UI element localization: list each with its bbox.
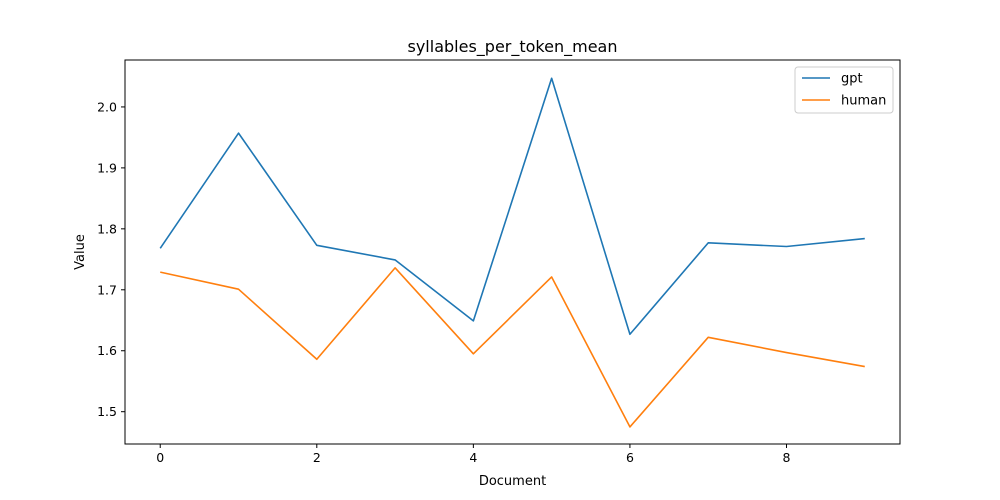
legend-label-human: human bbox=[841, 94, 886, 109]
x-tick-label: 2 bbox=[313, 450, 321, 465]
legend-label-gpt: gpt bbox=[841, 72, 863, 87]
y-axis-label: Value bbox=[73, 234, 88, 270]
series-layer bbox=[159, 77, 865, 428]
y-tick-label: 2.0 bbox=[97, 99, 117, 114]
series-line-gpt bbox=[159, 77, 865, 336]
plot-area bbox=[124, 59, 901, 445]
y-tick-label: 1.8 bbox=[97, 221, 117, 236]
x-tick-label: 0 bbox=[156, 450, 164, 465]
x-axis-label: Document bbox=[479, 474, 546, 489]
series-line-human bbox=[160, 267, 865, 428]
legend: gpt human bbox=[794, 66, 894, 114]
plot-frame bbox=[124, 59, 901, 445]
y-tick-label: 1.7 bbox=[97, 282, 117, 297]
x-axis-ticks: 0 2 4 6 8 bbox=[156, 444, 791, 465]
y-axis-ticks: 1.5 1.6 1.7 1.8 1.9 2.0 bbox=[97, 99, 125, 419]
legend-items: gpt human bbox=[802, 72, 886, 109]
chart-title: syllables_per_token_mean bbox=[408, 37, 618, 57]
y-tick-label: 1.5 bbox=[97, 404, 117, 419]
y-tick-label: 1.9 bbox=[97, 160, 117, 175]
x-tick-label: 8 bbox=[783, 450, 791, 465]
x-tick-label: 4 bbox=[469, 450, 477, 465]
x-tick-label: 6 bbox=[626, 450, 634, 465]
y-tick-label: 1.6 bbox=[97, 343, 117, 358]
